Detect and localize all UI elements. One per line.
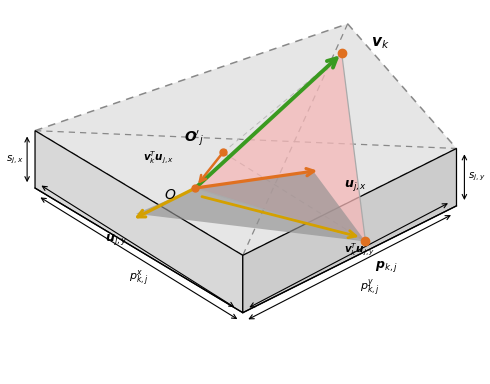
Polygon shape [35, 24, 457, 255]
Polygon shape [196, 53, 366, 242]
Text: $\boldsymbol{p}_{k,j}$: $\boldsymbol{p}_{k,j}$ [375, 259, 398, 274]
Text: $\boldsymbol{u}_{j,y}$: $\boldsymbol{u}_{j,y}$ [105, 232, 128, 247]
Text: $\boldsymbol{v}_k$: $\boldsymbol{v}_k$ [371, 36, 390, 51]
Text: $\boldsymbol{v}_k^T\boldsymbol{u}_{j,x}$: $\boldsymbol{v}_k^T\boldsymbol{u}_{j,x}$ [143, 149, 174, 166]
Text: $\boldsymbol{u}_{j,x}$: $\boldsymbol{u}_{j,x}$ [343, 178, 367, 193]
Text: $\boldsymbol{v}_k^T\boldsymbol{u}_{j,y}$: $\boldsymbol{v}_k^T\boldsymbol{u}_{j,y}$ [344, 241, 375, 258]
Text: $O$: $O$ [164, 188, 176, 202]
Polygon shape [136, 172, 366, 242]
Text: $\boldsymbol{O}'_j$: $\boldsymbol{O}'_j$ [184, 129, 204, 148]
Text: $p^x_{k,j}$: $p^x_{k,j}$ [129, 268, 149, 288]
Text: $s_{j,y}$: $s_{j,y}$ [468, 171, 486, 183]
Polygon shape [35, 131, 243, 313]
Polygon shape [243, 149, 457, 313]
Text: $s_{j,x}$: $s_{j,x}$ [6, 153, 23, 166]
Text: $p^y_{k,j}$: $p^y_{k,j}$ [360, 277, 379, 298]
